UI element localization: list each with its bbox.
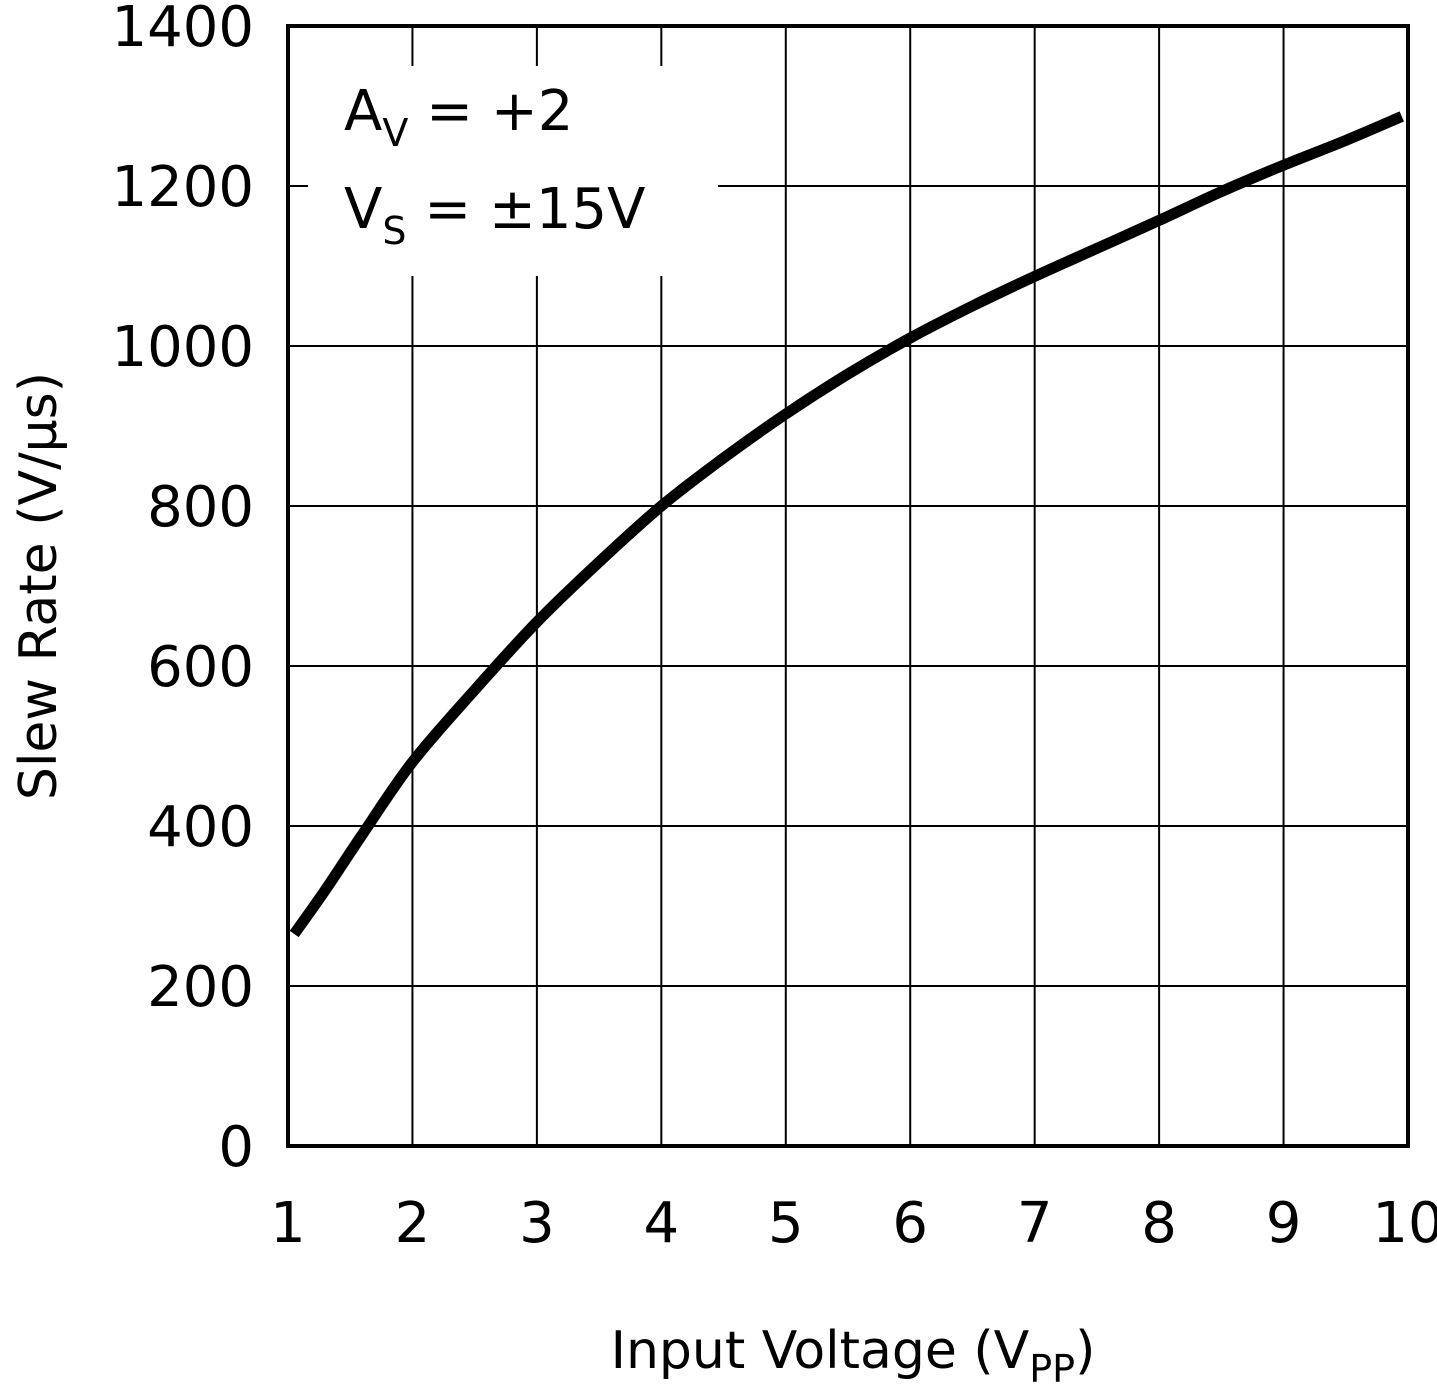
x-tick-label: 3	[519, 1191, 555, 1256]
y-tick-label: 800	[147, 475, 254, 540]
annotations: AV = +2 VS = ±15V	[344, 79, 645, 253]
y-tick-label: 400	[147, 795, 254, 860]
annotation-background	[308, 66, 718, 276]
y-tick-labels: 0 200 400 600 800 1000 1200 1400	[111, 0, 254, 1180]
y-tick-label: 200	[147, 955, 254, 1020]
y-axis-label: Slew Rate (V/μs)	[9, 372, 69, 800]
annotation-line: AV = +2	[344, 79, 573, 155]
series-line	[289, 111, 1404, 938]
x-tick-label: 10	[1372, 1191, 1437, 1256]
x-tick-label: 9	[1266, 1191, 1302, 1256]
x-tick-labels: 1 2 3 4 5 6 7 8 9 10	[270, 1191, 1437, 1256]
x-tick-label: 8	[1141, 1191, 1177, 1256]
plot-frame	[286, 24, 1410, 1148]
x-tick-label: 2	[395, 1191, 431, 1256]
y-tick-label: 1000	[111, 315, 254, 380]
y-tick-label: 0	[218, 1115, 254, 1180]
series-group	[289, 111, 1404, 938]
x-tick-label: 4	[644, 1191, 680, 1256]
y-tick-label: 1200	[111, 155, 254, 220]
x-tick-label: 5	[768, 1191, 804, 1256]
x-axis-label: Input Voltage (VPP)	[611, 1321, 1096, 1390]
y-tick-label: 600	[147, 635, 254, 700]
y-tick-label: 1400	[111, 0, 254, 60]
x-tick-label: 6	[892, 1191, 928, 1256]
x-tick-label: 7	[1017, 1191, 1053, 1256]
annotation-line: VS = ±15V	[344, 177, 645, 253]
x-tick-label: 1	[270, 1191, 306, 1256]
